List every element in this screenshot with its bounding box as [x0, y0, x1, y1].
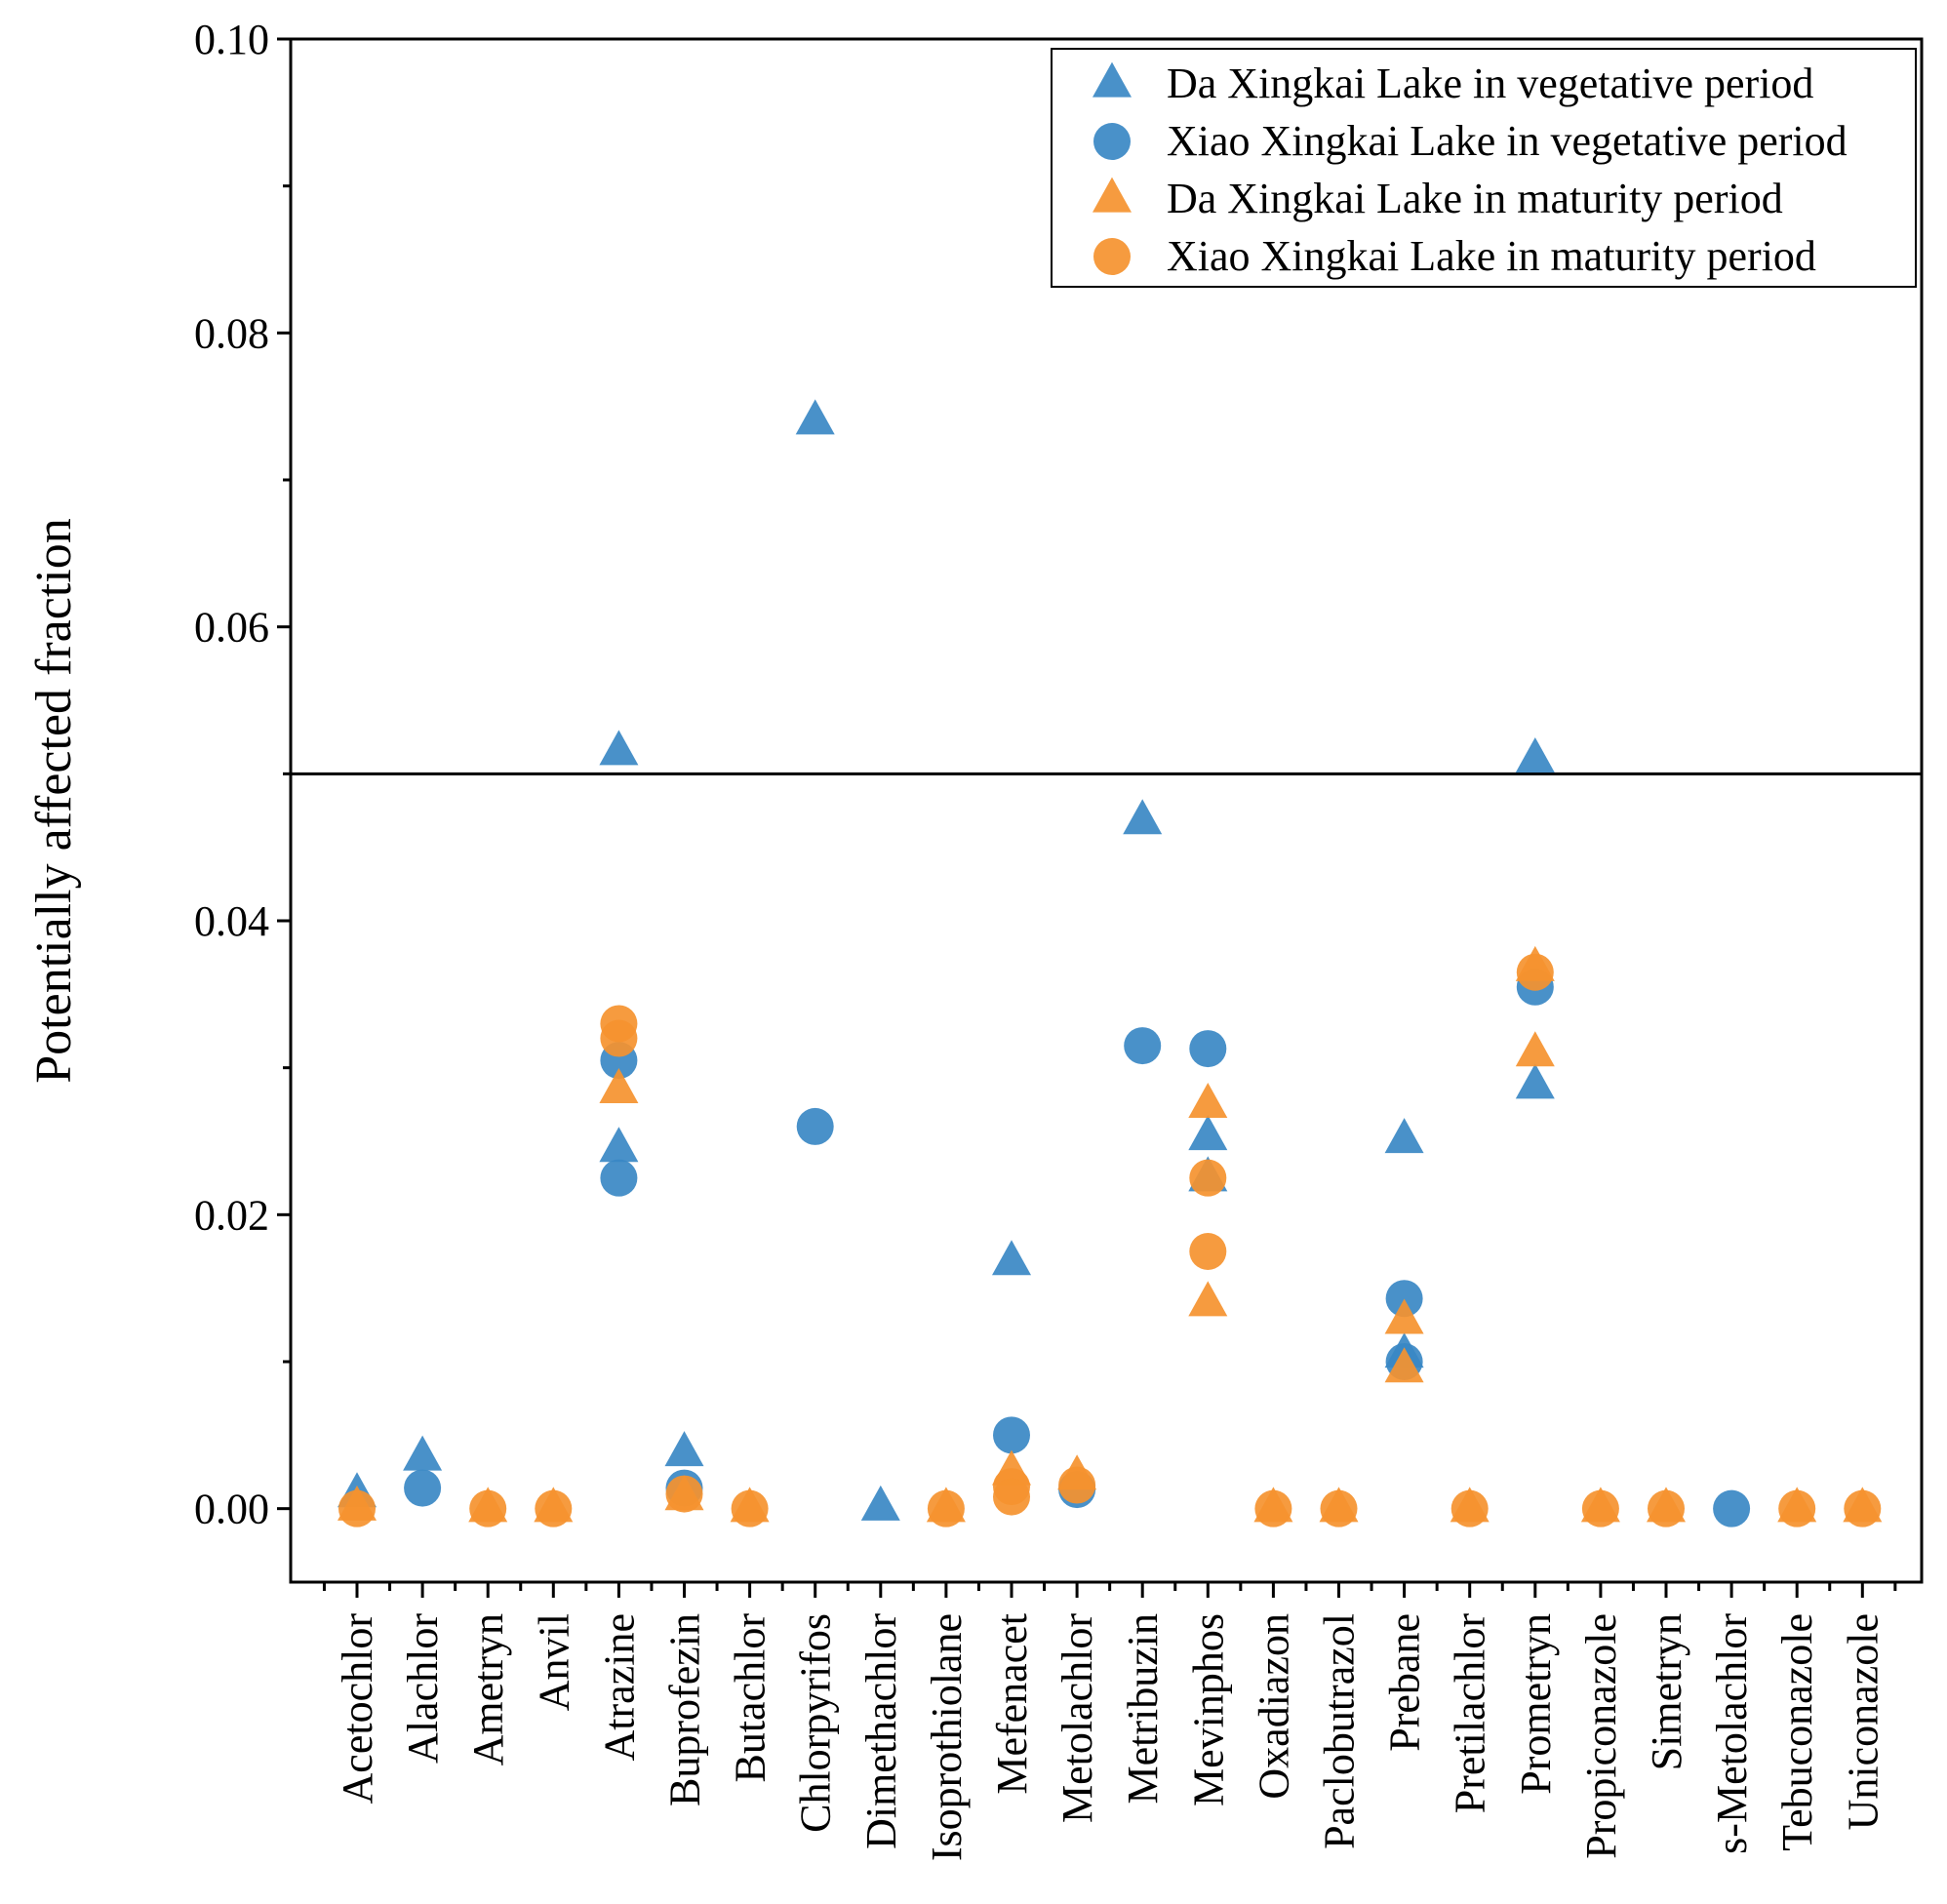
plot-frame: [289, 37, 1924, 1584]
data-point: [469, 1489, 507, 1527]
data-point: [927, 1489, 965, 1527]
data-point: [600, 1159, 638, 1197]
y-tick-label: 0.04: [194, 897, 269, 945]
data-point: [1123, 799, 1163, 835]
x-tick-label: s-Metolachlor: [1708, 1613, 1756, 1854]
legend: Da Xingkai Lake in vegetative period Xiao…: [1051, 48, 1917, 288]
legend-label: Da Xingkai Lake in maturity period: [1167, 175, 1783, 222]
x-tick-label: Mefenacet: [988, 1613, 1036, 1795]
series-3: [338, 945, 1883, 1523]
data-point: [1450, 1489, 1489, 1527]
x-tick-label: Mevinphos: [1184, 1613, 1232, 1806]
data-point: [1058, 1466, 1096, 1504]
legend-marker: [1093, 123, 1131, 160]
series-1: [338, 399, 1555, 1521]
data-point: [1581, 1489, 1619, 1527]
data-point: [992, 1240, 1031, 1276]
data-point: [1515, 736, 1555, 773]
series-2: [404, 968, 1751, 1527]
legend-box: [1051, 48, 1917, 288]
y-tick-label: 0.06: [194, 604, 269, 652]
x-tick-label: Prometryn: [1512, 1613, 1560, 1795]
data-point: [1254, 1489, 1292, 1527]
data-point: [1124, 1027, 1162, 1065]
data-point: [860, 1485, 900, 1521]
x-tick-label: Buprofezin: [661, 1613, 709, 1806]
x-tick-label: Tebuconazole: [1773, 1613, 1821, 1851]
x-tick-label: Simetryn: [1643, 1613, 1690, 1770]
data-point: [1384, 1298, 1424, 1334]
axes: [289, 37, 1924, 1584]
data-point: [1515, 1063, 1555, 1099]
data-point: [1384, 1347, 1424, 1383]
data-point: [1188, 1115, 1228, 1151]
legend-label: Da Xingkai Lake in vegetative period: [1167, 60, 1813, 107]
x-tick-label: Uniconazole: [1839, 1613, 1887, 1830]
legend-marker: [1093, 61, 1132, 98]
data-point: [1189, 1030, 1227, 1068]
data-point: [338, 1489, 376, 1527]
legend-label: Xiao Xingkai Lake in vegetative period: [1167, 117, 1848, 165]
x-tick-label: Dimethachlor: [857, 1613, 905, 1849]
data-point: [404, 1469, 442, 1507]
data-points: [338, 399, 1883, 1527]
y-tick-label: 0.02: [194, 1191, 269, 1239]
legend-marker: [1093, 177, 1132, 213]
x-tick-label: Paclobutrazol: [1316, 1613, 1364, 1849]
x-tick-label: Atrazine: [595, 1613, 643, 1761]
data-point: [993, 1416, 1030, 1454]
data-point: [535, 1489, 573, 1527]
data-point: [403, 1435, 443, 1471]
x-tick-label: Chlorpyrifos: [792, 1613, 840, 1833]
data-point: [1844, 1489, 1882, 1527]
x-tick-label: Metolachlor: [1053, 1613, 1101, 1823]
x-tick-label: Prebane: [1381, 1613, 1429, 1752]
y-tick-label: 0.00: [194, 1486, 269, 1533]
data-point: [1189, 1159, 1227, 1197]
data-point: [1516, 953, 1554, 991]
data-point: [599, 730, 639, 766]
data-point: [731, 1489, 769, 1527]
data-point: [664, 1431, 704, 1467]
data-point: [665, 1475, 703, 1513]
x-axis-ticks: Acetochlor Alachlor Ametryn Anvil Atrazine Bu…: [322, 1582, 1897, 1861]
data-point: [1385, 1280, 1423, 1318]
data-point: [599, 1127, 639, 1163]
y-tick-label: 0.08: [194, 309, 269, 357]
x-tick-label: Pretilachlor: [1447, 1613, 1494, 1814]
y-tick-label: 0.10: [194, 16, 269, 63]
data-point: [1778, 1489, 1816, 1527]
legend-marker: [1093, 238, 1131, 275]
x-tick-label: Acetochlor: [334, 1613, 381, 1805]
data-point: [1320, 1489, 1358, 1527]
legend-label: Xiao Xingkai Lake in maturity period: [1167, 232, 1816, 280]
data-point: [1713, 1489, 1751, 1527]
data-point: [1384, 1118, 1424, 1154]
x-tick-label: Oxadiazon: [1250, 1613, 1297, 1800]
data-point: [1188, 1281, 1228, 1317]
x-tick-label: Metribuzin: [1119, 1613, 1167, 1805]
x-tick-label: Propiconazole: [1577, 1613, 1625, 1859]
x-tick-label: Isoprothiolane: [923, 1613, 971, 1861]
x-tick-label: Anvil: [530, 1613, 577, 1711]
x-tick-label: Butachlor: [727, 1613, 775, 1783]
y-axis-label: Potentially affected fraction: [26, 518, 82, 1083]
y-axis-ticks: 0.00 0.02 0.04 0.06 0.08 0.10: [194, 16, 291, 1533]
data-point: [1189, 1233, 1227, 1270]
data-point: [795, 399, 835, 435]
data-point: [1648, 1489, 1685, 1527]
data-point: [993, 1478, 1030, 1516]
data-point: [599, 1067, 639, 1103]
data-point: [1188, 1083, 1228, 1119]
series-4: [338, 953, 1882, 1527]
data-point: [1515, 1031, 1555, 1067]
x-tick-label: Ametryn: [464, 1613, 512, 1765]
data-point: [796, 1107, 834, 1145]
data-point: [600, 1019, 638, 1057]
x-tick-label: Alachlor: [399, 1613, 447, 1764]
